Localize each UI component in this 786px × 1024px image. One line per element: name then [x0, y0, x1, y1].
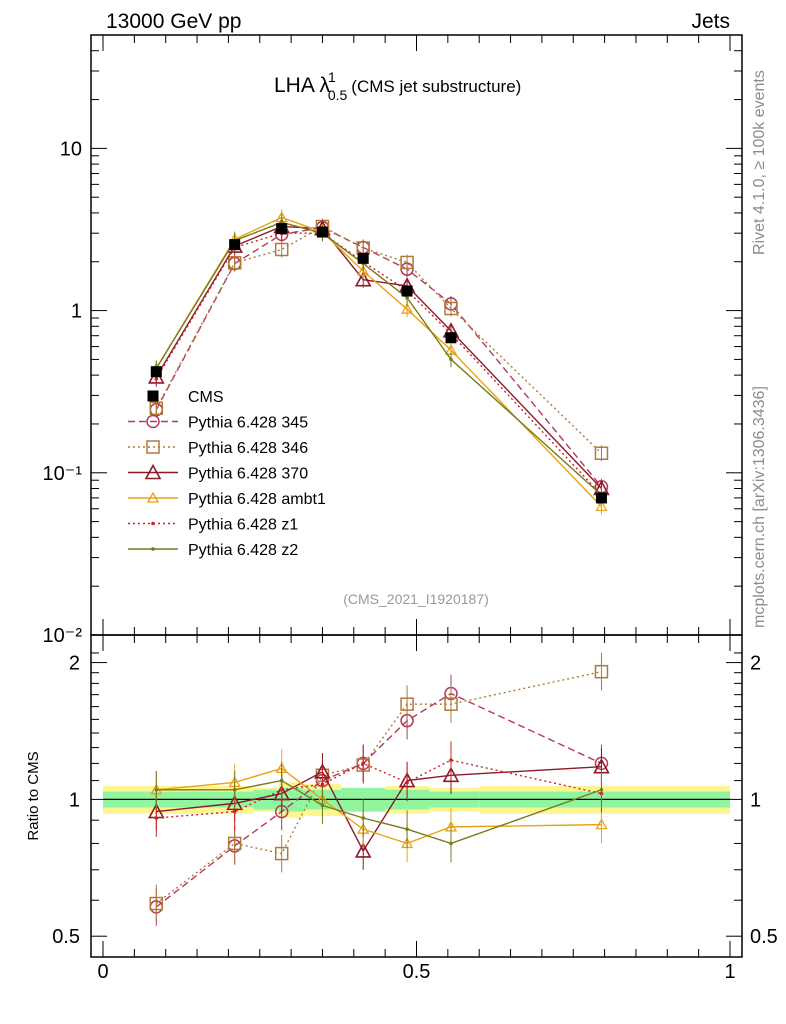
point-marker — [144, 463, 162, 480]
data-point — [401, 285, 413, 297]
point-marker — [146, 440, 160, 454]
point-marker — [444, 301, 458, 316]
ratio-line — [156, 767, 602, 845]
point-marker — [442, 766, 460, 783]
point-marker — [405, 295, 409, 300]
point-marker — [400, 302, 414, 314]
series-line — [155, 221, 602, 496]
point-marker — [595, 500, 608, 512]
point-marker — [227, 256, 242, 270]
point-marker — [449, 357, 453, 362]
point-marker — [361, 761, 366, 766]
point-marker — [594, 446, 609, 460]
ratio-tick-label-left: 2 — [69, 653, 80, 675]
point-marker — [405, 780, 409, 785]
data-point — [445, 332, 457, 344]
rivet-version-text: Rivet 4.1.0, ≥ 100k events — [751, 70, 768, 255]
point-marker — [354, 842, 372, 858]
ratio-tick-label-right: 1 — [750, 789, 761, 811]
point-marker — [595, 818, 608, 830]
point-marker — [320, 803, 325, 808]
header-right: Jets — [691, 10, 730, 33]
ratio-line — [156, 759, 602, 819]
point-marker — [232, 787, 237, 792]
series-line — [155, 225, 602, 489]
legend-label: Pythia 6.428 z1 — [188, 517, 298, 534]
y-tick-label: 10⁻¹ — [43, 463, 83, 485]
point-marker — [149, 401, 164, 415]
ratio-tick-label-right: 0.5 — [750, 926, 778, 948]
point-marker — [449, 758, 453, 762]
point-marker — [154, 816, 159, 820]
point-marker — [444, 697, 458, 711]
plot-title: LHA λ1 0.5 (CMS jet substructure) — [274, 69, 521, 103]
point-marker — [357, 264, 370, 276]
tick-labels: 10⁻² 10⁻¹ 1 10 0.5 0.5 1 1 2 2 0 0.5 1 — [43, 138, 778, 983]
point-marker — [151, 547, 155, 551]
point-marker — [154, 376, 159, 381]
point-marker — [400, 255, 414, 270]
data-point — [147, 390, 159, 402]
point-marker — [151, 521, 155, 526]
data-point — [276, 223, 288, 235]
legend: CMS Pythia 6.428 345 Pythia 6.428 346 Pythi… — [128, 389, 326, 559]
data-point — [595, 492, 607, 504]
data-point — [316, 226, 328, 238]
ratio-tick-label-left: 1 — [69, 789, 80, 811]
ratio-uncertainty-band — [103, 782, 730, 819]
point-marker — [599, 787, 604, 792]
y-tick-label: 1 — [71, 301, 82, 323]
ratio-y-label: Ratio to CMS — [25, 751, 42, 840]
legend-label: Pythia 6.428 346 — [188, 440, 308, 457]
point-marker — [361, 816, 366, 820]
ratio-tick-label-left: 0.5 — [52, 926, 80, 948]
point-marker — [405, 827, 409, 831]
data-point — [357, 252, 369, 264]
point-marker — [232, 809, 237, 814]
legend-label: Pythia 6.428 345 — [188, 415, 308, 432]
point-marker — [400, 697, 414, 711]
point-marker — [274, 242, 289, 257]
legend-label: Pythia 6.428 z2 — [188, 542, 298, 559]
point-marker — [320, 782, 325, 787]
y-tick-label: 10⁻² — [43, 625, 83, 647]
axis-ticks — [91, 34, 742, 957]
point-marker — [149, 896, 164, 911]
point-marker — [594, 664, 609, 679]
x-tick-label: 0 — [97, 961, 108, 983]
series-line — [155, 225, 602, 454]
ratio-line — [156, 779, 602, 845]
point-marker — [227, 836, 242, 851]
legend-label: Pythia 6.428 370 — [188, 466, 308, 483]
series-line — [155, 232, 602, 496]
point-marker — [449, 841, 453, 846]
ratio-line — [155, 692, 602, 908]
ratio-tick-label-right: 2 — [750, 653, 761, 675]
x-tick-label: 0.5 — [403, 961, 431, 983]
point-marker — [146, 491, 160, 503]
data-point — [229, 239, 241, 251]
data-point — [150, 366, 162, 378]
point-marker — [274, 846, 289, 861]
analysis-id: (CMS_2021_I1920187) — [343, 591, 489, 607]
y-tick-label: 10 — [60, 138, 82, 160]
legend-label: CMS — [188, 389, 224, 406]
x-tick-label: 1 — [724, 961, 735, 983]
point-marker — [154, 787, 159, 792]
series-line — [155, 216, 602, 507]
legend-label: Pythia 6.428 ambt1 — [188, 491, 326, 508]
point-marker — [279, 778, 284, 783]
main-series-group — [147, 209, 610, 515]
point-marker — [146, 414, 160, 429]
point-marker — [354, 271, 372, 287]
mcplots-credit-text: mcplots.cern.ch [arXiv:1306.3436] — [751, 386, 768, 628]
ratio-series-group — [147, 652, 610, 926]
header-left: 13000 GeV pp — [106, 10, 241, 33]
ratio-line — [155, 670, 602, 905]
